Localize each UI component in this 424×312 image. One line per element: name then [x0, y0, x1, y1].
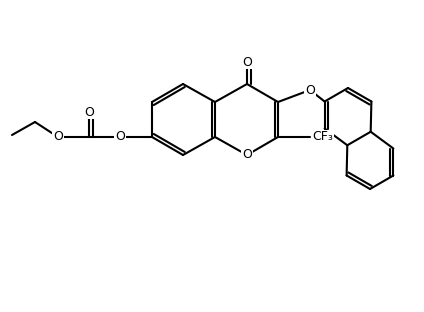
Text: O: O [242, 149, 252, 162]
Text: O: O [242, 56, 252, 69]
Text: O: O [305, 84, 315, 96]
Text: O: O [115, 130, 125, 144]
Text: O: O [84, 105, 94, 119]
Text: CF₃: CF₃ [312, 130, 333, 144]
Text: O: O [53, 130, 63, 144]
